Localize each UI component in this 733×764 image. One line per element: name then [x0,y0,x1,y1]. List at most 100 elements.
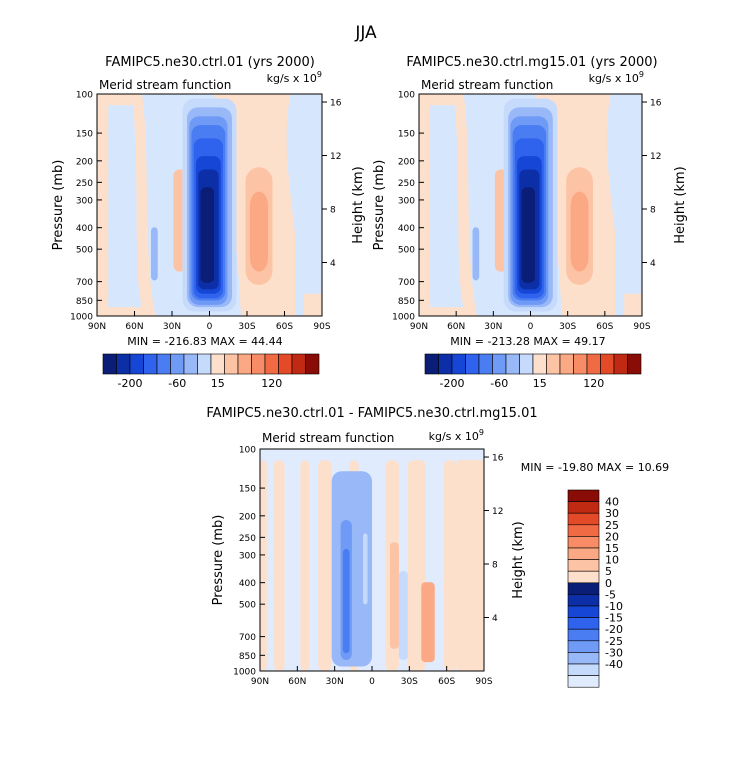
colorbar-swatch [586,353,601,375]
colorbar-swatch [567,559,600,572]
height-tick-label: 4 [650,259,656,269]
y-tick-label: 100 [76,91,93,101]
colorbar-swatch [224,353,239,375]
colorbar-label: 40 [605,496,619,509]
height-tick-label: 8 [650,206,656,216]
x-tick-label: 30S [238,322,255,332]
x-tick-label: 0 [207,322,213,332]
y-tick-label: 700 [76,278,93,288]
y-tick-label: 500 [76,246,93,256]
colorbar-label: -15 [605,612,623,625]
y-tick-label: 500 [398,246,415,256]
y-tick-label: 850 [398,297,415,307]
colorbar-swatch [116,353,131,375]
field-contour-negative [151,227,158,281]
plot-area: 90N 60N 30N 0 30S 60S 90S 100 150 200 250 300 400 500… [233,446,504,688]
colorbar-label: 20 [605,530,619,543]
x-tick-label: 30N [163,322,181,332]
y-tick-label: 700 [398,278,415,288]
colorbar-swatch [567,663,600,676]
colorbar-swatch [264,353,279,375]
colorbar-swatch [559,353,574,375]
colorbar: -200 -60 15 120 [102,353,320,390]
x-tick-label: 60N [447,322,465,332]
x-tick-label: 0 [528,322,534,332]
colorbar-label: -20 [605,623,623,636]
height-tick-label: 4 [330,259,336,269]
x-tick-label: 30S [559,322,576,332]
x-tick-label: 90S [475,677,492,687]
y-tick-label: 500 [239,601,256,611]
colorbar-label: -30 [605,646,623,659]
field-contour-negative [342,548,350,654]
colorbar-swatch [438,353,453,375]
colorbar-swatch [627,353,642,375]
colorbar-swatch [251,353,266,375]
colorbar-label: -5 [605,588,616,601]
colorbar-swatch [567,536,600,549]
y-tick-label: 400 [76,224,93,234]
x-tick-label: 90S [633,322,650,332]
colorbar-swatch [305,353,320,375]
x-tick-label: 60S [596,322,613,332]
colorbar: -200 -60 15 120 [424,353,642,390]
y-tick-label: 1000 [392,313,415,323]
height-tick-label: 12 [492,507,503,517]
y-tick-label: 200 [76,157,93,167]
stats-text: MIN = -216.83 MAX = 44.44 [127,335,282,348]
colorbar-swatch [567,547,600,560]
colorbar-swatch [567,605,600,618]
y-tick-label: 150 [76,130,93,140]
y-tick-label: 850 [239,652,256,662]
y-tick-label: 1000 [233,668,256,678]
colorbar-swatch [478,353,493,375]
units-text: kg/s x 10 [589,72,639,85]
units-exponent: 9 [479,428,484,437]
field-band-polar-surface [304,293,322,316]
field-contour-negative [472,227,480,281]
colorbar-swatch [567,640,600,653]
colorbar-swatch [291,353,306,375]
colorbar-swatch [573,353,588,375]
colorbar-swatch [102,353,117,375]
colorbar-swatch [567,675,600,688]
colorbar-swatch [424,353,439,375]
colorbar-label: -60 [490,377,508,390]
colorbar-swatch [567,652,600,665]
x-tick-label: 0 [369,677,375,687]
y-tick-label: 100 [239,446,256,456]
y-tick-label: 700 [239,633,256,643]
colorbar-swatch [567,501,600,514]
colorbar-label: -60 [168,377,186,390]
y-tick-label: 850 [76,297,93,307]
y-tick-label: 1000 [70,313,93,323]
x-tick-label: 30N [484,322,502,332]
units-string: kg/s x 109 [429,428,484,443]
height-tick-label: 4 [492,614,498,624]
colorbar-swatch [532,353,547,375]
x-tick-label: 30S [401,677,418,687]
y-axis-label: Pressure (mb) [372,160,387,251]
colorbar-label: 0 [605,577,612,590]
field-contour-positive [260,460,267,671]
x-tick-label: 30N [326,677,344,687]
y-axis-right-label: Height (km) [351,166,366,243]
colorbar-label: -25 [605,635,623,648]
field-contour-positive [318,460,332,671]
panel-title: FAMIPC5.ne30.ctrl.01 (yrs 2000) [105,55,315,70]
field-contour-positive [443,460,458,671]
x-tick-label: 60N [288,677,306,687]
y-tick-label: 100 [398,91,415,101]
colorbar-label: 10 [605,554,619,567]
y-axis-label: Pressure (mb) [211,515,226,606]
y-tick-label: 300 [398,196,415,206]
colorbar-label: -200 [440,377,465,390]
panel-title: FAMIPC5.ne30.ctrl.01 - FAMIPC5.ne30.ctrl… [206,406,537,421]
field-band-nh-inner [430,105,464,308]
field-contour-negative [521,187,535,283]
colorbar-swatch [567,617,600,630]
colorbar-swatch [505,353,520,375]
colorbar-swatch [567,570,600,584]
panel-ctrl: FAMIPC5.ne30.ctrl.01 (yrs 2000) Merid st… [51,55,366,390]
